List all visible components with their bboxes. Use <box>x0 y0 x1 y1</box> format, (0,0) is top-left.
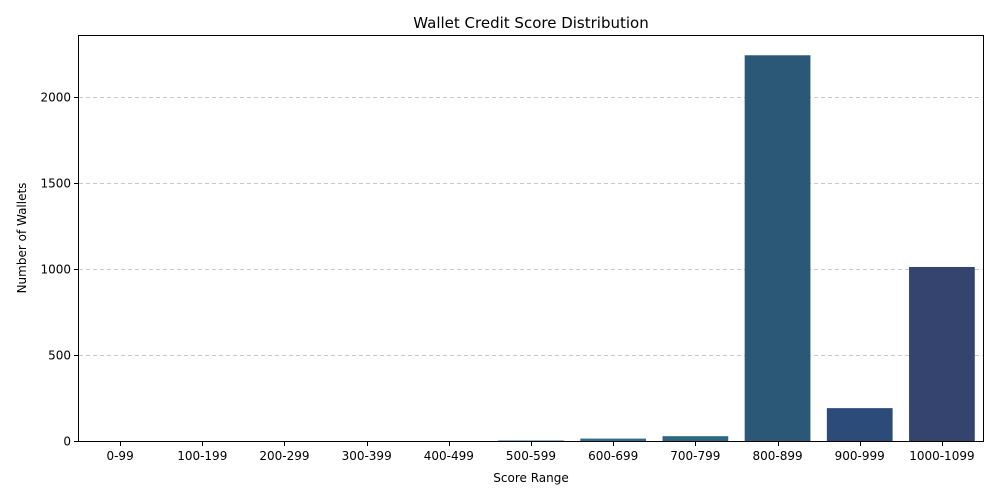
y-tick-label: 500 <box>48 349 71 363</box>
bar-700-799 <box>662 436 729 441</box>
x-tick-label: 300-399 <box>342 449 392 463</box>
plot-frame <box>78 35 984 442</box>
y-axis-label: Number of Wallets <box>15 183 29 294</box>
y-tick-label: 0 <box>63 435 71 449</box>
x-tick-label: 800-899 <box>752 449 802 463</box>
x-axis-label: Score Range <box>493 471 568 485</box>
x-tick-label: 1000-1099 <box>909 449 974 463</box>
x-tick-label: 200-299 <box>259 449 309 463</box>
x-tick-label: 700-799 <box>670 449 720 463</box>
x-tick-label: 600-699 <box>588 449 638 463</box>
x-axis-ticks: 0-99 100-199 200-299 300-399 400-499 500-599 6… <box>106 441 975 463</box>
bar-600-699 <box>580 438 647 441</box>
bar-900-999 <box>826 408 893 441</box>
bar-1000-1099 <box>909 266 975 441</box>
x-tick-label: 900-999 <box>835 449 885 463</box>
bar-800-899 <box>744 55 811 441</box>
bar-500-599 <box>498 440 564 441</box>
chart-title: Wallet Credit Score Distribution <box>413 14 648 32</box>
bars <box>498 55 975 441</box>
x-tick-label: 0-99 <box>106 449 133 463</box>
x-tick-label: 100-199 <box>177 449 227 463</box>
y-tick-label: 1500 <box>40 177 71 191</box>
x-tick-label: 500-599 <box>506 449 556 463</box>
y-axis-ticks: 0 500 1000 1500 2000 <box>40 91 79 449</box>
grid-lines <box>79 97 983 356</box>
x-tick-label: 400-499 <box>424 449 474 463</box>
y-tick-label: 2000 <box>40 91 71 105</box>
y-tick-label: 1000 <box>40 263 71 277</box>
